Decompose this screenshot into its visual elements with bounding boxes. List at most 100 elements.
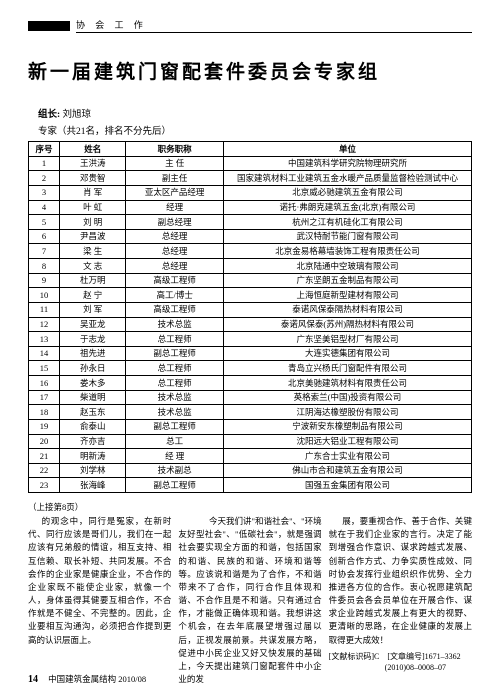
- table-cell: 13: [29, 332, 60, 347]
- table-row: 3肖 军亚太区产品经理北京威必驰建筑五金有限公司: [29, 185, 472, 200]
- table-cell: 赵玉东: [60, 405, 126, 420]
- table-row: 6尹昌波总经理武汉特耐节能门窗有限公司: [29, 229, 472, 244]
- col-header-role: 职务职称: [126, 142, 223, 157]
- table-cell: 北京威必驰建筑五金有限公司: [223, 185, 471, 200]
- body-col-1: 的观念中，同行是冤家，在新时代、同行应该是哥们儿，我们在一起应该有兄弟般的情谊，…: [28, 515, 171, 686]
- ref-code: (2010)08–0008–07: [385, 663, 446, 672]
- table-cell: 刘学林: [60, 463, 126, 478]
- table-cell: 广东坚朗五金制品有限公司: [223, 273, 471, 288]
- table-cell: 刘 军: [60, 302, 126, 317]
- table-cell: 俞泰山: [60, 419, 126, 434]
- experts-table: 序号 姓名 职务职称 单位 1王洪涛主 任中国建筑科学研究院物理研究所2邓贵智副…: [28, 141, 472, 493]
- table-cell: 12: [29, 317, 60, 332]
- table-cell: 7: [29, 244, 60, 259]
- table-cell: 技术总监: [126, 390, 223, 405]
- header-black-box: [28, 21, 70, 31]
- table-cell: 副总工程师: [126, 346, 223, 361]
- table-cell: 经理: [126, 200, 223, 215]
- table-cell: 技术总监: [126, 317, 223, 332]
- table-cell: 尹昌波: [60, 229, 126, 244]
- table-cell: 上海恒庭新型建材有限公司: [223, 288, 471, 303]
- body-para-2: 今天我们讲"和谐社会"、"环境友好型社会"、"低碳社会"，就是强调社会要实现全方…: [178, 515, 321, 686]
- table-cell: 北京美驰建筑材料有限责任公司: [223, 376, 471, 391]
- table-row: 12吴亚龙技术总监泰诺风保泰(苏州)隔热材料有限公司: [29, 317, 472, 332]
- table-row: 5刘 明副总经理杭州之江有机硅化工有限公司: [29, 215, 472, 230]
- table-row: 17柴道明技术总监英格索兰(中国)投资有限公司: [29, 390, 472, 405]
- table-cell: 刘 明: [60, 215, 126, 230]
- table-row: 22刘学林技术副总佛山市合和建筑五金有限公司: [29, 463, 472, 478]
- body-col-2: 今天我们讲"和谐社会"、"环境友好型社会"、"低碳社会"，就是强调社会要实现全方…: [178, 515, 321, 686]
- journal-info: 中国建筑金属结构 2010/08: [48, 674, 146, 684]
- table-row: 10赵 宁高工/博士上海恒庭新型建材有限公司: [29, 288, 472, 303]
- table-cell: 主 任: [126, 156, 223, 171]
- continued-note: （上接第8页）: [28, 501, 472, 513]
- table-cell: 10: [29, 288, 60, 303]
- table-cell: 总工程师: [126, 361, 223, 376]
- table-cell: 总经理: [126, 229, 223, 244]
- table-cell: 总工程师: [126, 376, 223, 391]
- table-cell: 9: [29, 273, 60, 288]
- table-cell: 22: [29, 463, 60, 478]
- table-cell: 王洪涛: [60, 156, 126, 171]
- group-leader-line: 组长: 刘旭琼: [38, 106, 472, 120]
- table-row: 4叶 虹经理诺托·弗朗克建筑五金(北京)有限公司: [29, 200, 472, 215]
- leader-label: 组长:: [38, 110, 60, 120]
- table-cell: 8: [29, 259, 60, 274]
- table-cell: 大连实德集团有限公司: [223, 346, 471, 361]
- body-text-columns: 的观念中，同行是冤家，在新时代、同行应该是哥们儿，我们在一起应该有兄弟般的情谊，…: [28, 515, 472, 686]
- table-cell: 副总工程师: [126, 478, 223, 493]
- table-row: 7梁 生总经理北京金易格幕墙装饰工程有限责任公司: [29, 244, 472, 259]
- table-row: 16娄木多总工程师北京美驰建筑材料有限责任公司: [29, 376, 472, 391]
- table-cell: 技术副总: [126, 463, 223, 478]
- table-cell: 总经理: [126, 259, 223, 274]
- table-cell: 亚太区产品经理: [126, 185, 223, 200]
- table-cell: 于志龙: [60, 332, 126, 347]
- table-cell: 17: [29, 390, 60, 405]
- table-cell: 19: [29, 419, 60, 434]
- table-cell: 肖 军: [60, 185, 126, 200]
- table-row: 21明新涛经 理广东合士实业有限公司: [29, 449, 472, 464]
- table-cell: 2: [29, 171, 60, 186]
- table-cell: 16: [29, 376, 60, 391]
- table-row: 18赵玉东技术总监江阴海达橡塑股份有限公司: [29, 405, 472, 420]
- table-row: 8文 志总经理北京陆通中空玻璃有限公司: [29, 259, 472, 274]
- table-cell: 20: [29, 434, 60, 449]
- table-cell: 总工: [126, 434, 223, 449]
- table-row: 9杜万明高级工程师广东坚朗五金制品有限公司: [29, 273, 472, 288]
- table-cell: 广东坚美铝型材厂有限公司: [223, 332, 471, 347]
- table-cell: 广东合士实业有限公司: [223, 449, 471, 464]
- table-cell: 江阴海达橡塑股份有限公司: [223, 405, 471, 420]
- table-cell: 吴亚龙: [60, 317, 126, 332]
- table-cell: 4: [29, 200, 60, 215]
- section-label: 协 会 工 作: [76, 18, 472, 33]
- table-cell: 文 志: [60, 259, 126, 274]
- article-title: 新一届建筑门窗配套件委员会专家组: [28, 57, 472, 84]
- table-cell: 总工程师: [126, 332, 223, 347]
- table-cell: 泰诺风保泰隔热材料有限公司: [223, 302, 471, 317]
- table-cell: 明新涛: [60, 449, 126, 464]
- col-header-org: 单位: [223, 142, 471, 157]
- table-cell: 北京金易格幕墙装饰工程有限责任公司: [223, 244, 471, 259]
- table-row: 1王洪涛主 任中国建筑科学研究院物理研究所: [29, 156, 472, 171]
- leader-name: 刘旭琼: [63, 110, 92, 120]
- table-cell: 21: [29, 449, 60, 464]
- table-cell: 柴道明: [60, 390, 126, 405]
- table-cell: 青岛立兴杨氏门窗配件有限公司: [223, 361, 471, 376]
- table-cell: 18: [29, 405, 60, 420]
- table-cell: 15: [29, 361, 60, 376]
- table-row: 13于志龙总工程师广东坚美铝型材厂有限公司: [29, 332, 472, 347]
- table-cell: 诺托·弗朗克建筑五金(北京)有限公司: [223, 200, 471, 215]
- body-para-1: 的观念中，同行是冤家，在新时代、同行应该是哥们儿，我们在一起应该有兄弟般的情谊，…: [28, 515, 171, 647]
- table-cell: 14: [29, 346, 60, 361]
- table-cell: 副总工程师: [126, 419, 223, 434]
- table-cell: 宁波新安东橡塑制品有限公司: [223, 419, 471, 434]
- table-row: 15孙永日总工程师青岛立兴杨氏门窗配件有限公司: [29, 361, 472, 376]
- table-cell: 杭州之江有机硅化工有限公司: [223, 215, 471, 230]
- table-cell: 杜万明: [60, 273, 126, 288]
- table-cell: 技术总监: [126, 405, 223, 420]
- section-header: 协 会 工 作: [28, 18, 472, 33]
- table-cell: 6: [29, 229, 60, 244]
- table-header-row: 序号 姓名 职务职称 单位: [29, 142, 472, 157]
- table-row: 19俞泰山副总工程师宁波新安东橡塑制品有限公司: [29, 419, 472, 434]
- table-row: 23张海峰副总工程师国强五金集团有限公司: [29, 478, 472, 493]
